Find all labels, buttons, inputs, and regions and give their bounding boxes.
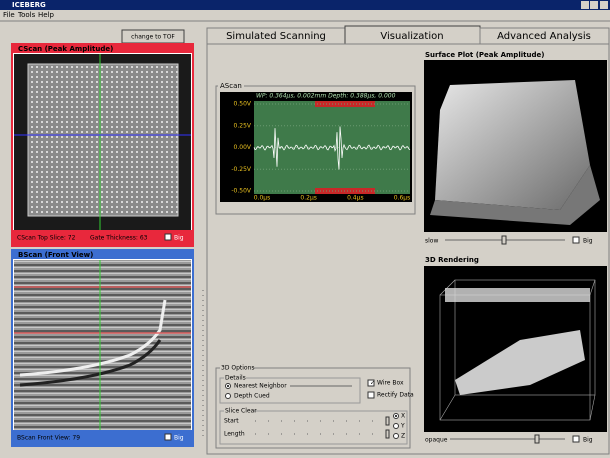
radio-label: Y: [400, 423, 405, 430]
slider-thumb[interactable]: [502, 236, 506, 244]
page: {"window": {"title": "ICEBERG"}, "menu":…: [0, 0, 610, 458]
rendering-title: 3D Rendering: [425, 256, 479, 264]
details-title: Details: [225, 375, 246, 382]
slider-thumb[interactable]: [386, 430, 389, 438]
radio-dot: [227, 385, 229, 387]
window-title: ICEBERG: [12, 1, 46, 9]
checkbox-label: Wire Box: [377, 380, 404, 387]
ascan-title: AScan: [220, 82, 242, 90]
radio[interactable]: [226, 394, 231, 399]
x-axis-label: 0.6µs: [394, 195, 411, 202]
radio[interactable]: [394, 434, 399, 439]
checkbox-label: Big: [583, 238, 593, 245]
checkbox-label: Big: [174, 235, 184, 242]
slider-label: slow: [425, 238, 438, 245]
slider-label: opaque: [425, 437, 448, 444]
ascan-readout: WP: 0.364µs, 0.002mm Depth: 0.388µs, 0.0…: [256, 93, 396, 100]
x-axis-label: 0.4µs: [347, 195, 364, 202]
close-button[interactable]: [600, 1, 608, 9]
surface-title: Surface Plot (Peak Amplitude): [425, 51, 544, 59]
menu-item[interactable]: Tools: [17, 11, 36, 19]
options-title: 3D Options: [221, 365, 255, 372]
checkbox[interactable]: [165, 434, 171, 440]
checkbox-label: Big: [174, 435, 184, 442]
cscan-specimen: [28, 64, 178, 216]
y-axis-label: 0.25V: [234, 122, 252, 129]
slider-thumb[interactable]: [535, 435, 539, 443]
menu-item[interactable]: Help: [38, 11, 55, 19]
minimize-button[interactable]: [581, 1, 589, 9]
tab-label: Advanced Analysis: [497, 31, 591, 42]
bscan-status: BScan Front View: 79: [17, 435, 80, 442]
slider-thumb[interactable]: [386, 417, 389, 425]
cscan-status: Gate Thickness: 63: [90, 235, 148, 242]
checkbox[interactable]: [165, 234, 171, 240]
checkbox[interactable]: [573, 237, 579, 243]
checkbox[interactable]: [368, 392, 374, 398]
surface-shape: [435, 80, 590, 210]
maximize-button[interactable]: [590, 1, 598, 9]
bscan-title: BScan (Front View): [18, 251, 93, 259]
slice-group: [220, 411, 407, 444]
cscan-status: CScan Top Slice: 72: [17, 235, 76, 242]
bscan-image: [14, 260, 191, 430]
radio-label: Z: [401, 433, 405, 440]
button-label: change to TOF: [131, 34, 175, 41]
app-window: ICEBERG File Tools Help change to TOF CS…: [0, 0, 610, 458]
slider-label: Length: [224, 431, 245, 438]
radio-label: X: [401, 413, 405, 420]
x-axis-label: 0.0µs: [254, 195, 271, 202]
slice-title: Slice Clear: [225, 408, 257, 415]
cscan-title: CScan (Peak Amplitude): [18, 45, 113, 53]
y-axis-label: 0.00V: [234, 144, 252, 151]
tab-label: Simulated Scanning: [226, 31, 326, 42]
x-axis-label: 0.2µs: [300, 195, 317, 202]
check-mark: ✓: [370, 380, 375, 387]
checkbox-label: Big: [583, 437, 593, 444]
radio[interactable]: [394, 424, 399, 429]
rendered-surface: [445, 288, 590, 302]
radio-label: Nearest Neighbor: [234, 383, 287, 390]
checkbox-label: Rectify Data: [377, 392, 414, 399]
tab-label: Visualization: [380, 31, 443, 42]
radio-label: Depth Cued: [234, 393, 270, 400]
y-axis-label: 0.50V: [234, 101, 252, 108]
title-bar: [0, 0, 610, 10]
y-axis-label: -0.50V: [231, 188, 252, 195]
y-axis-label: -0.25V: [231, 166, 252, 173]
menu-item[interactable]: File: [3, 11, 15, 19]
radio-dot: [395, 415, 397, 417]
checkbox[interactable]: [573, 436, 579, 442]
slider-label: Start: [224, 418, 239, 425]
